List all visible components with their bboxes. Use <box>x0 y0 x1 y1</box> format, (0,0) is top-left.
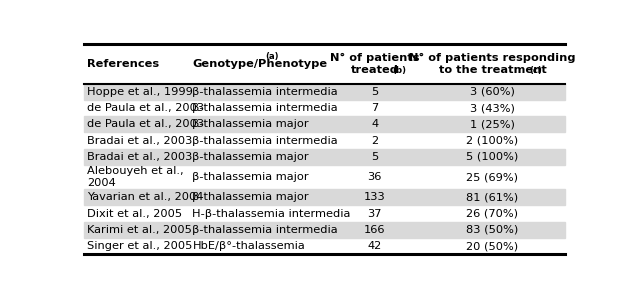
Text: Bradai et al., 2003: Bradai et al., 2003 <box>87 152 192 162</box>
Bar <box>84 189 565 205</box>
Text: 3 (60%): 3 (60%) <box>470 87 515 97</box>
Text: 36: 36 <box>368 172 382 182</box>
Text: 2: 2 <box>371 136 379 146</box>
Text: HbE/β°-thalassemia: HbE/β°-thalassemia <box>192 241 305 251</box>
Text: 1 (25%): 1 (25%) <box>470 119 515 129</box>
Bar <box>84 84 565 100</box>
Text: 81 (61%): 81 (61%) <box>467 193 518 202</box>
Bar <box>84 116 565 132</box>
Text: β-thalassemia intermedia: β-thalassemia intermedia <box>192 136 338 146</box>
Text: de Paula et al., 2003: de Paula et al., 2003 <box>87 103 204 113</box>
Text: 4: 4 <box>371 119 379 129</box>
Text: 2 (100%): 2 (100%) <box>467 136 518 146</box>
Text: Genotype/Phenotype: Genotype/Phenotype <box>192 59 327 69</box>
Text: 42: 42 <box>368 241 382 251</box>
Text: References: References <box>87 59 159 69</box>
Text: N° of patients responding
to the treatment: N° of patients responding to the treatme… <box>409 53 575 75</box>
Text: 5: 5 <box>371 152 379 162</box>
Text: 5: 5 <box>371 87 379 97</box>
Text: β-thalassemia major: β-thalassemia major <box>192 152 309 162</box>
Text: 26 (70%): 26 (70%) <box>467 209 518 219</box>
Text: 37: 37 <box>367 209 382 219</box>
Text: 7: 7 <box>371 103 379 113</box>
Text: H-β-thalassemia intermedia: H-β-thalassemia intermedia <box>192 209 351 219</box>
Text: Hoppe et al., 1999: Hoppe et al., 1999 <box>87 87 193 97</box>
Text: β-thalassemia intermedia: β-thalassemia intermedia <box>192 87 338 97</box>
Bar <box>84 222 565 238</box>
Text: Dixit et al., 2005: Dixit et al., 2005 <box>87 209 182 219</box>
Text: 3 (43%): 3 (43%) <box>470 103 515 113</box>
Text: 83 (50%): 83 (50%) <box>467 225 518 235</box>
Text: de Paula et al., 2003: de Paula et al., 2003 <box>87 119 204 129</box>
Text: (b): (b) <box>392 66 406 75</box>
Text: N° of patients
treated: N° of patients treated <box>330 53 420 75</box>
Text: β-thalassemia intermedia: β-thalassemia intermedia <box>192 103 338 113</box>
Text: (a): (a) <box>265 52 279 61</box>
Text: 133: 133 <box>364 193 385 202</box>
Text: β-thalassemia intermedia: β-thalassemia intermedia <box>192 225 338 235</box>
Text: Alebouyeh et al.,
2004: Alebouyeh et al., 2004 <box>87 166 184 188</box>
Text: 25 (69%): 25 (69%) <box>467 172 518 182</box>
Text: (c): (c) <box>529 66 542 75</box>
Text: Karimi et al., 2005: Karimi et al., 2005 <box>87 225 192 235</box>
Text: Yavarian et al., 2004: Yavarian et al., 2004 <box>87 193 203 202</box>
Text: 20 (50%): 20 (50%) <box>467 241 518 251</box>
Bar <box>84 149 565 165</box>
Text: β-thalassemia major: β-thalassemia major <box>192 119 309 129</box>
Text: β-thalassemia major: β-thalassemia major <box>192 193 309 202</box>
Text: 5 (100%): 5 (100%) <box>467 152 518 162</box>
Text: β-thalassemia major: β-thalassemia major <box>192 172 309 182</box>
Text: Bradai et al., 2003: Bradai et al., 2003 <box>87 136 192 146</box>
Text: Singer et al., 2005: Singer et al., 2005 <box>87 241 192 251</box>
Text: 166: 166 <box>364 225 385 235</box>
